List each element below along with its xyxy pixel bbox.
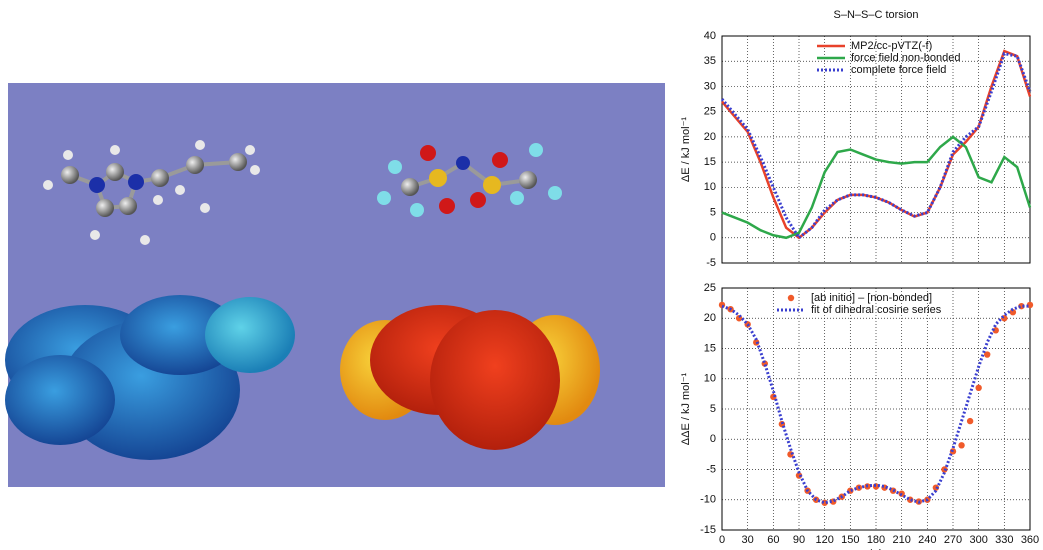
x-tick-label: 360 <box>1021 534 1039 546</box>
figure: S–N–S–C torsion -5 0 5 10 15 20 25 30 35 40 ΔE / kJ… <box>0 0 1043 550</box>
x-tick-label: 90 <box>793 534 805 546</box>
y-axis-label: ΔE / kJ mol⁻¹ <box>680 117 692 182</box>
x-tick-label: 300 <box>969 534 987 546</box>
x-tick-label: 210 <box>892 534 910 546</box>
y-tick-label: 35 <box>704 55 716 67</box>
y-tick-label: 40 <box>704 30 716 42</box>
data-point <box>967 418 973 424</box>
y-tick-label: 10 <box>704 181 716 193</box>
data-point <box>958 442 964 448</box>
x-tick-label: 120 <box>815 534 833 546</box>
legend-label: MP2/cc-pVTZ(-f) <box>851 40 932 52</box>
x-tick-label: 270 <box>944 534 962 546</box>
y-tick-label: 30 <box>704 80 716 92</box>
y-tick-label: 25 <box>704 282 716 294</box>
legend-label: fit of dihedral cosine series <box>811 304 942 316</box>
y-tick-label: 10 <box>704 373 716 385</box>
y-tick-label: 15 <box>704 156 716 168</box>
x-tick-label: 0 <box>719 534 725 546</box>
y-tick-label: 25 <box>704 106 716 118</box>
y-tick-label: 20 <box>704 312 716 324</box>
x-tick-label: 180 <box>867 534 885 546</box>
y-tick-label: 5 <box>710 403 716 415</box>
y-tick-label: -15 <box>700 524 716 536</box>
y-tick-label: 5 <box>710 206 716 218</box>
y-tick-label: 20 <box>704 131 716 143</box>
x-tick-label: 150 <box>841 534 859 546</box>
x-tick-label: 330 <box>995 534 1013 546</box>
y-axis-label: ΔΔE / kJ mol⁻¹ <box>680 372 692 445</box>
y-tick-label: 15 <box>704 342 716 354</box>
series-line <box>722 306 1030 503</box>
molecule-panel <box>5 83 665 487</box>
y-tick-label: -5 <box>706 463 716 475</box>
y-tick-label: -5 <box>706 257 716 269</box>
y-tick-label: -10 <box>700 494 716 506</box>
x-tick-label: 240 <box>918 534 936 546</box>
x-tick-label: 30 <box>742 534 754 546</box>
x-tick-label: 60 <box>767 534 779 546</box>
y-tick-label: 0 <box>710 232 716 244</box>
data-point <box>975 385 981 391</box>
legend-label: [ab initio] – [non-bonded] <box>811 292 932 304</box>
legend-label: complete force field <box>851 64 946 76</box>
y-tick-label: 0 <box>710 433 716 445</box>
legend-label: force field non-bonded <box>851 52 960 64</box>
legend-swatch <box>788 295 794 301</box>
chart-title: S–N–S–C torsion <box>834 9 919 21</box>
